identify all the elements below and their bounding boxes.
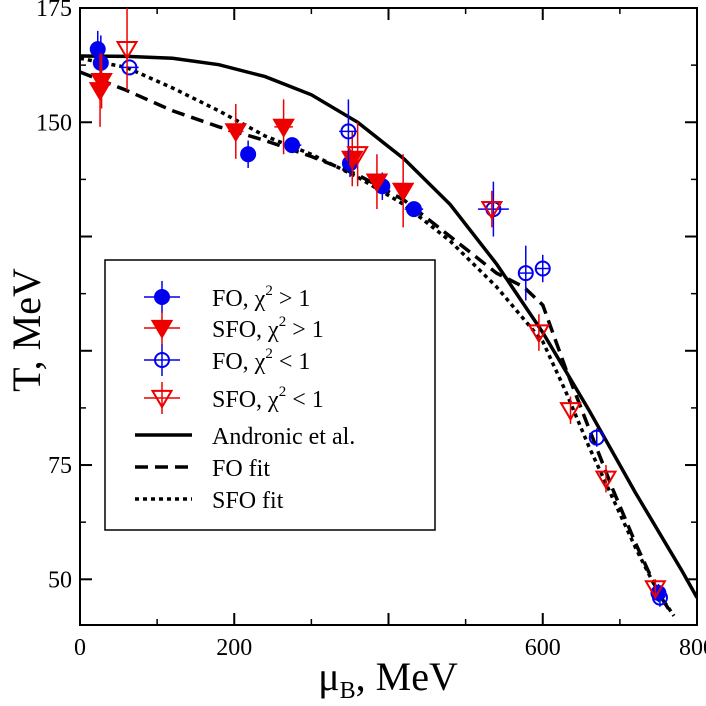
y-tick-label: 175 — [36, 0, 72, 22]
point-fo-chi-lt1 — [340, 123, 357, 140]
legend-label-sup: 2 — [265, 283, 273, 299]
legend-label-main: FO, χ — [212, 286, 266, 312]
curve-fo-fit — [80, 70, 672, 613]
point-fo-chi-gt1 — [92, 54, 109, 71]
legend-label-rest: > 1 — [273, 286, 311, 312]
x-tick-label: 600 — [525, 635, 561, 661]
legend-label-rest: < 1 — [273, 349, 311, 375]
point-sfo-chi-gt1 — [224, 123, 248, 143]
y-tick-label: 50 — [48, 567, 72, 593]
y-axis-label: T, MeV — [4, 268, 49, 392]
point-fo-chi-gt1 — [240, 146, 257, 163]
legend-marker-2 — [154, 352, 170, 368]
y-tick-label: 75 — [48, 453, 72, 479]
legend-label-3: SFO, χ2 < 1 — [212, 384, 324, 413]
point-fo-chi-gt1 — [284, 137, 301, 154]
legend-marker-3 — [150, 389, 174, 409]
y-tick-label: 150 — [36, 110, 72, 136]
point-sfo-chi-lt1 — [644, 580, 667, 600]
x-axis-label-sub: B — [340, 678, 356, 704]
legend-label-sup: 2 — [279, 314, 287, 330]
point-sfo-chi-lt1 — [346, 146, 369, 166]
curve-sfo-fit — [80, 56, 676, 617]
legend-label-2: FO, χ2 < 1 — [212, 346, 310, 375]
point-fo-chi-lt1 — [534, 260, 551, 277]
point-sfo-chi-lt1 — [527, 324, 551, 344]
point-sfo-chi-gt1 — [88, 82, 112, 102]
legend-label-main: SFO, χ — [212, 317, 279, 343]
point-sfo-chi-lt1 — [559, 402, 582, 422]
point-sfo-chi-lt1 — [594, 470, 618, 490]
point-sfo-chi-gt1 — [90, 73, 113, 93]
x-tick-label: 200 — [216, 635, 252, 661]
point-fo-chi-lt1 — [588, 429, 605, 446]
point-sfo-chi-lt1 — [480, 200, 504, 221]
legend-box — [104, 259, 436, 531]
x-axis-label-rest: , MeV — [356, 654, 458, 699]
legend-label-sup: 2 — [265, 346, 273, 362]
legend-label-sup: 2 — [279, 384, 287, 400]
legend-curve-label-1: FO fit — [212, 456, 270, 482]
point-fo-chi-gt1 — [89, 41, 106, 58]
legend-marker-1 — [150, 319, 174, 339]
x-axis-label: μB, MeV — [318, 654, 458, 704]
point-fo-chi-lt1 — [517, 265, 534, 282]
point-sfo-chi-gt1 — [365, 173, 389, 193]
point-sfo-chi-lt1 — [115, 41, 139, 61]
x-tick-label: 0 — [74, 635, 86, 661]
legend-label-main: FO, χ — [212, 349, 266, 375]
point-fo-chi-lt1 — [121, 59, 138, 76]
point-fo-chi-gt1 — [405, 201, 422, 218]
legend-label-1: SFO, χ2 > 1 — [212, 314, 324, 343]
legend-curve-label-2: SFO fit — [212, 488, 284, 514]
x-axis-label-main: μ — [318, 654, 339, 699]
legend-curve-label-0: Andronic et al. — [212, 424, 355, 450]
legend-label-main: SFO, χ — [212, 387, 279, 413]
legend-marker-0 — [154, 289, 170, 305]
point-sfo-chi-gt1 — [391, 182, 415, 202]
legend-label-rest: > 1 — [286, 317, 324, 343]
legend-label-0: FO, χ2 > 1 — [212, 283, 310, 312]
point-sfo-chi-gt1 — [272, 118, 295, 138]
legend-label-rest: < 1 — [286, 387, 324, 413]
x-tick-label: 800 — [679, 635, 706, 661]
